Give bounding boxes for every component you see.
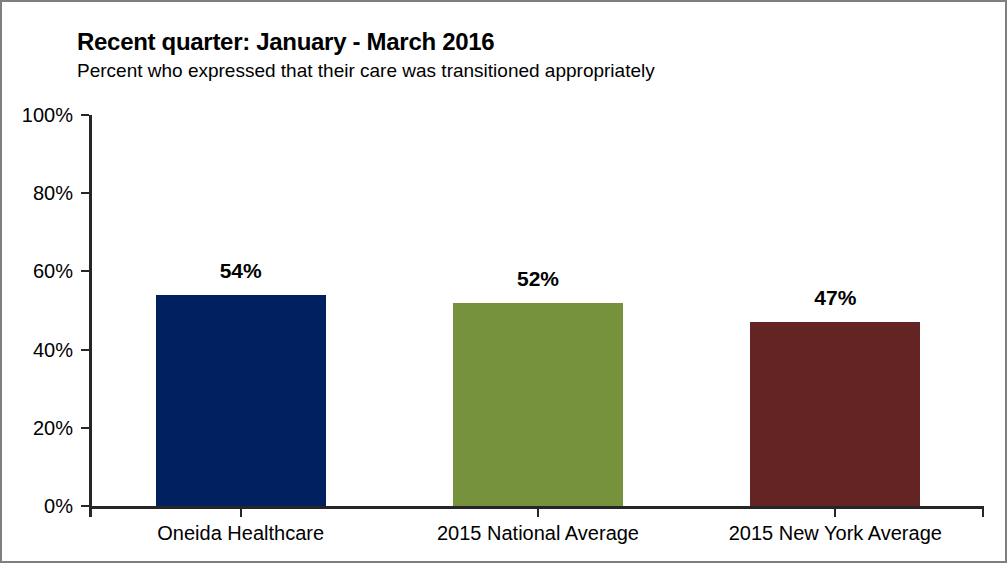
y-axis-tick xyxy=(81,192,89,194)
chart-title: Recent quarter: January - March 2016 xyxy=(77,28,494,56)
bar-oneida-healthcare xyxy=(156,295,326,506)
y-axis-tick-label: 0% xyxy=(3,493,73,519)
y-axis-tick xyxy=(81,114,89,116)
bar-2015-national-average xyxy=(453,303,623,506)
y-axis-tick xyxy=(81,427,89,429)
chart-subtitle: Percent who expressed that their care wa… xyxy=(77,60,655,82)
x-axis-label-2015-national-average: 2015 National Average xyxy=(389,522,686,545)
y-axis-tick-label: 40% xyxy=(3,337,73,363)
x-axis-end-tick xyxy=(982,509,984,517)
y-axis-tick xyxy=(81,349,89,351)
y-axis-tick xyxy=(81,270,89,272)
bar-value-label-2015-new-york-average: 47% xyxy=(765,286,905,310)
x-axis-tick xyxy=(537,509,539,517)
x-axis-label-oneida-healthcare: Oneida Healthcare xyxy=(92,522,389,545)
y-axis-line xyxy=(89,115,92,517)
chart-frame: Recent quarter: January - March 2016 Per… xyxy=(0,0,1007,563)
y-axis-tick-label: 80% xyxy=(3,180,73,206)
bar-2015-new-york-average xyxy=(750,322,920,506)
bar-value-label-2015-national-average: 52% xyxy=(468,267,608,291)
y-axis-tick-label: 60% xyxy=(3,258,73,284)
plot-area: 0%20%40%60%80%100%54%Oneida Healthcare52… xyxy=(92,115,984,506)
y-axis-tick-label: 20% xyxy=(3,415,73,441)
x-axis-tick xyxy=(240,509,242,517)
y-axis-tick-label: 100% xyxy=(3,102,73,128)
x-axis-tick xyxy=(834,509,836,517)
y-axis-tick xyxy=(81,505,89,507)
bar-value-label-oneida-healthcare: 54% xyxy=(171,259,311,283)
x-axis-label-2015-new-york-average: 2015 New York Average xyxy=(687,522,984,545)
